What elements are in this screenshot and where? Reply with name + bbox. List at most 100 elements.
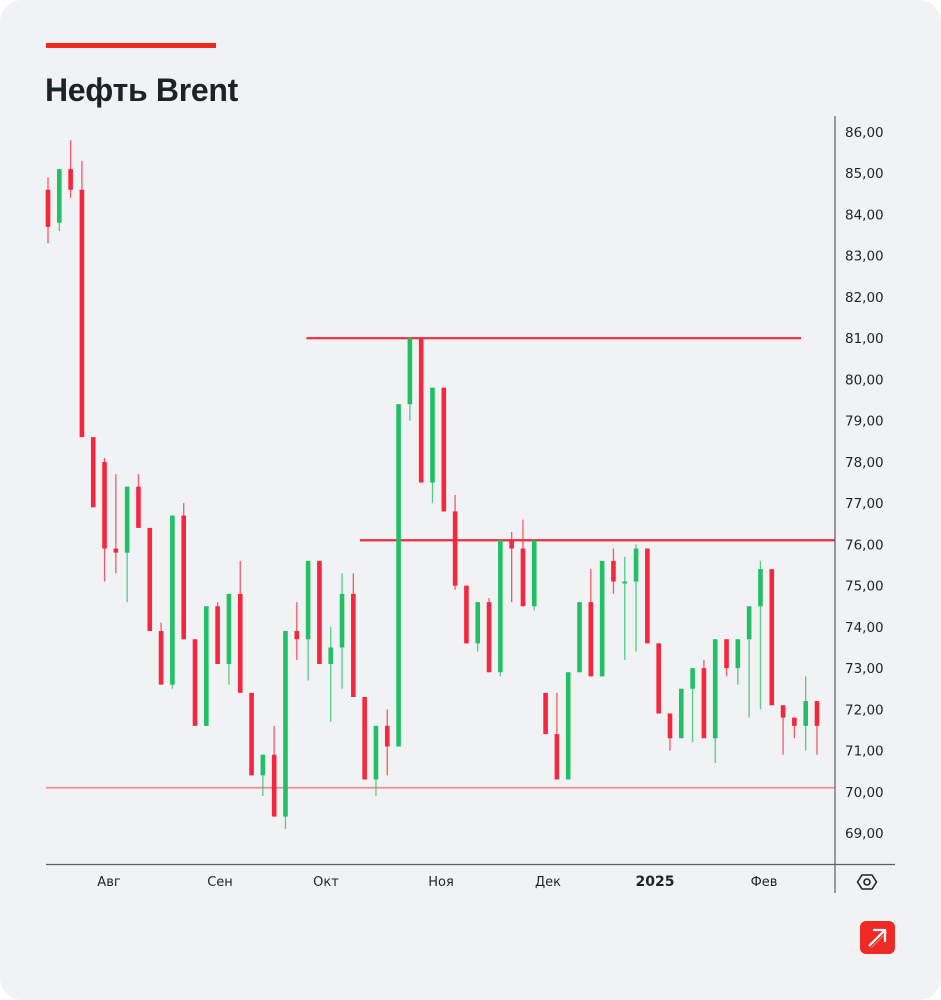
candle-up (328, 647, 334, 664)
candle-down (45, 189, 51, 227)
price-tick-label: 73,00 (845, 661, 884, 677)
candle-up (305, 560, 311, 640)
candle-up (283, 631, 288, 817)
candle-down (68, 169, 73, 190)
candle-up (475, 602, 481, 644)
price-tick-label: 69,00 (845, 826, 884, 842)
candle-up (565, 672, 571, 780)
price-axis[interactable]: 86,00 85,00 84,00 83,00 82,00 81,00 80,00 79,00… (845, 125, 884, 842)
candle-down (351, 593, 356, 697)
candle-down (543, 692, 548, 735)
candle-down (452, 511, 458, 586)
candle-down (464, 585, 469, 644)
time-tick-label: 2025 (636, 874, 675, 890)
candle-down (271, 754, 277, 817)
candle-down (249, 692, 254, 776)
candle-down (645, 548, 650, 644)
candle-up (170, 515, 175, 685)
candle-up (124, 486, 130, 553)
candle-down (136, 486, 141, 528)
price-tick-label: 81,00 (845, 331, 884, 347)
time-tick-label: Авг (97, 875, 121, 890)
candle-down (237, 593, 243, 693)
time-tick-label: Ноя (428, 875, 454, 890)
price-tick-label: 84,00 (845, 207, 884, 223)
candle-up (373, 725, 379, 780)
candle-down (294, 631, 300, 640)
candle-down (520, 548, 526, 607)
candle-down (814, 701, 820, 726)
price-tick-label: 82,00 (845, 290, 884, 306)
candle-down (724, 639, 729, 669)
candle-up (735, 639, 741, 669)
price-tick-label: 74,00 (845, 620, 884, 636)
candle-up (758, 569, 763, 607)
candle-up (531, 540, 537, 607)
candle-up (396, 404, 401, 747)
candle-down (792, 717, 797, 726)
time-tick-label: Фев (751, 875, 778, 890)
price-tick-label: 86,00 (845, 125, 884, 141)
candle-down (79, 189, 85, 438)
candle-down (769, 569, 775, 706)
price-tick-label: 76,00 (845, 537, 884, 553)
candle-down (215, 606, 220, 664)
price-tick-label: 77,00 (845, 496, 884, 512)
time-tick-label: Дек (535, 875, 561, 890)
brand-logo[interactable] (860, 921, 895, 954)
candle-up (260, 754, 266, 776)
price-tick-label: 80,00 (845, 372, 884, 388)
candle-up (599, 560, 605, 677)
candle-up (622, 581, 628, 584)
candle-down (384, 725, 390, 747)
accent-bar (46, 43, 216, 48)
candle-down (181, 515, 187, 640)
candles (45, 140, 820, 829)
candle-down (90, 437, 96, 508)
candle-down (113, 548, 119, 553)
candle-down (780, 705, 786, 718)
candle-down (554, 734, 560, 780)
candle-down (486, 602, 492, 673)
candle-up (407, 338, 413, 405)
price-tick-label: 72,00 (845, 702, 884, 718)
candle-up (690, 668, 695, 689)
candle-down (441, 387, 447, 512)
candle-down (147, 527, 153, 632)
price-tick-label: 78,00 (845, 455, 884, 471)
candle-up (577, 602, 582, 673)
price-tick-label: 75,00 (845, 579, 884, 595)
time-axis[interactable]: Авг Сен Окт Ноя Дек 2025 Фев (97, 874, 777, 890)
candle-up (430, 387, 435, 483)
candle-up (746, 606, 752, 640)
price-tick-label: 79,00 (845, 414, 884, 430)
candle-up (803, 701, 808, 726)
candle-down (317, 560, 322, 664)
candle-down (362, 696, 367, 780)
chart-title: Нефть Brent (45, 72, 238, 108)
candle-down (192, 639, 198, 726)
candle-up (712, 639, 718, 739)
price-tick-label: 71,00 (845, 744, 884, 760)
candle-up (57, 169, 62, 223)
candle-up (678, 688, 684, 739)
candle-up (633, 548, 639, 582)
candle-down (588, 602, 594, 677)
candle-down (656, 643, 661, 714)
chart-settings-button[interactable] (856, 871, 878, 893)
candle-down (701, 668, 707, 739)
candle-up (498, 540, 503, 673)
level-lines (46, 337, 835, 789)
arrow-up-right-logo-icon (868, 928, 888, 949)
hexagon-settings-icon (856, 874, 878, 890)
candle-up (226, 593, 232, 664)
time-tick-label: Сен (207, 875, 233, 890)
candle-down (509, 540, 514, 549)
candle-up (204, 606, 209, 726)
candle-down (158, 631, 164, 685)
candle-down (667, 713, 673, 739)
candle-down (102, 461, 107, 549)
price-tick-label: 83,00 (845, 249, 884, 265)
